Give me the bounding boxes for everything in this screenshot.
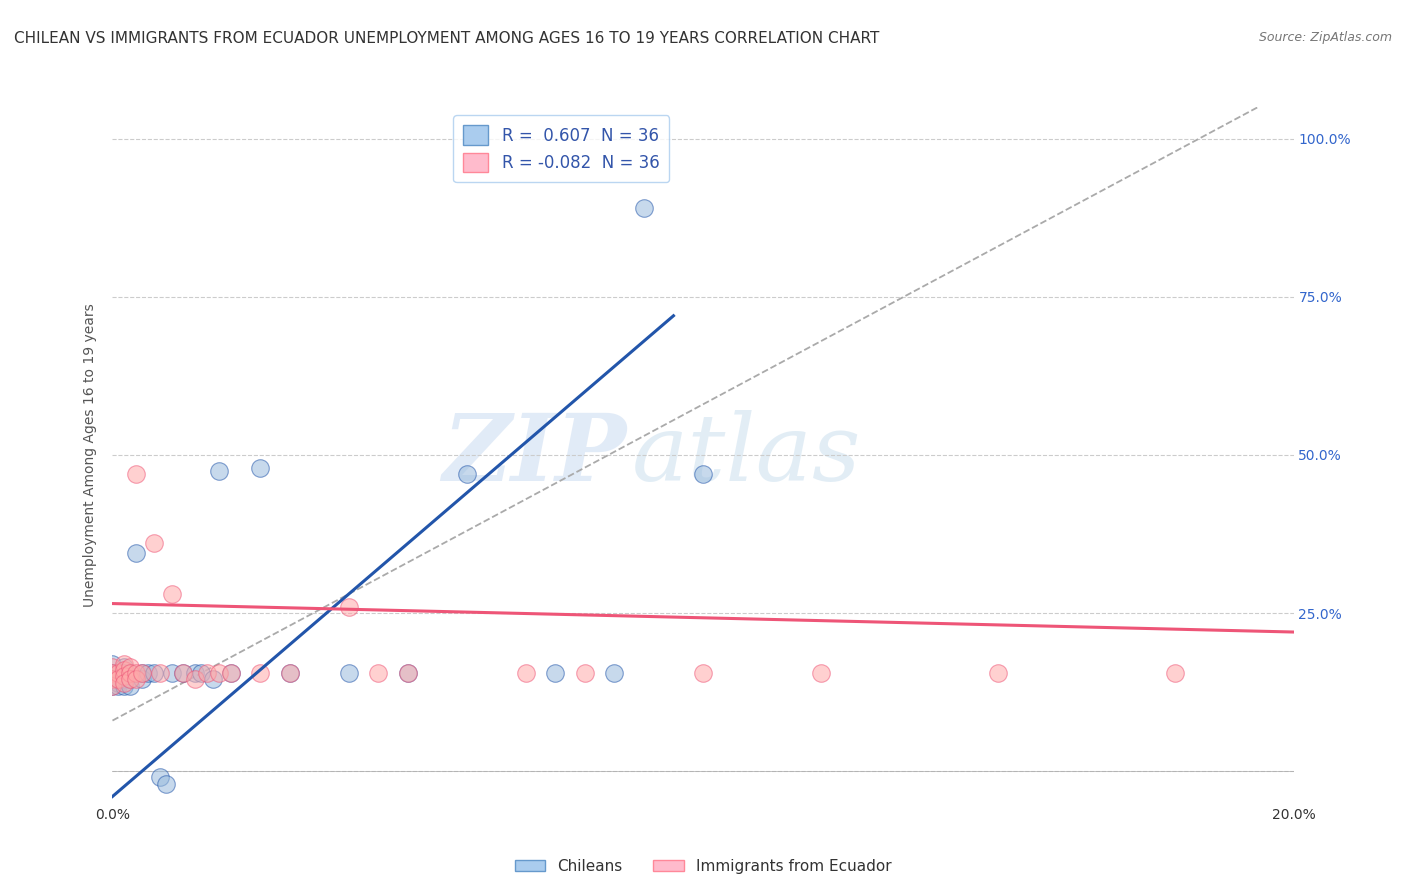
Point (112, 660, 135, 674)
Point (112, 663, 135, 677)
Point (120, 666, 142, 681)
Point (367, 666, 389, 681)
Point (142, 536, 165, 550)
Point (160, 587, 183, 601)
Point (107, 679, 129, 693)
Point (125, 666, 148, 681)
Point (112, 673, 135, 687)
Point (172, 666, 194, 681)
Point (201, 673, 224, 687)
Point (396, 666, 419, 681)
Point (107, 673, 129, 687)
Point (396, 666, 419, 681)
Point (1164, 666, 1187, 681)
Point (149, 771, 172, 785)
Text: CHILEAN VS IMMIGRANTS FROM ECUADOR UNEMPLOYMENT AMONG AGES 16 TO 19 YEARS CORREL: CHILEAN VS IMMIGRANTS FROM ECUADOR UNEMP… (14, 31, 879, 46)
Point (149, 666, 172, 681)
Point (208, 666, 231, 681)
Point (131, 666, 153, 681)
Point (120, 666, 142, 681)
Point (160, 666, 183, 681)
Point (184, 666, 207, 681)
Point (692, 666, 714, 681)
Text: Source: ZipAtlas.com: Source: ZipAtlas.com (1258, 31, 1392, 45)
Point (101, 679, 124, 693)
Point (692, 467, 714, 481)
Point (544, 666, 567, 681)
Point (101, 673, 124, 687)
Point (120, 673, 142, 687)
Point (136, 666, 159, 681)
Point (120, 673, 142, 687)
Point (208, 464, 231, 478)
Point (574, 666, 596, 681)
Y-axis label: Unemployment Among Ages 16 to 19 years: Unemployment Among Ages 16 to 19 years (83, 303, 97, 607)
Point (112, 675, 135, 690)
Point (184, 673, 207, 687)
Point (249, 460, 271, 475)
Point (190, 666, 212, 681)
Point (125, 673, 148, 687)
Point (112, 669, 135, 683)
Point (155, 777, 177, 791)
Point (603, 666, 626, 681)
Point (131, 673, 153, 687)
Point (249, 666, 271, 681)
Point (112, 666, 135, 681)
Point (633, 201, 655, 215)
Point (101, 666, 124, 681)
Point (172, 666, 194, 681)
Point (125, 546, 148, 560)
Point (810, 666, 832, 681)
Point (337, 599, 360, 614)
Point (101, 679, 124, 693)
Point (125, 467, 148, 481)
Point (987, 666, 1010, 681)
Legend: Chileans, Immigrants from Ecuador: Chileans, Immigrants from Ecuador (509, 853, 897, 880)
Point (120, 679, 142, 693)
Point (278, 666, 301, 681)
Text: atlas: atlas (633, 410, 862, 500)
Point (112, 679, 135, 693)
Point (101, 660, 124, 674)
Legend: R =  0.607  N = 36, R = -0.082  N = 36: R = 0.607 N = 36, R = -0.082 N = 36 (453, 115, 669, 182)
Point (120, 660, 142, 674)
Point (101, 666, 124, 681)
Point (456, 467, 478, 481)
Point (278, 666, 301, 681)
Point (195, 666, 218, 681)
Point (219, 666, 242, 681)
Point (515, 666, 537, 681)
Point (219, 666, 242, 681)
Point (107, 675, 129, 690)
Point (112, 657, 135, 671)
Point (337, 666, 360, 681)
Point (107, 666, 129, 681)
Point (101, 673, 124, 687)
Point (131, 666, 153, 681)
Point (142, 666, 165, 681)
Point (101, 657, 124, 671)
Text: ZIP: ZIP (441, 410, 626, 500)
